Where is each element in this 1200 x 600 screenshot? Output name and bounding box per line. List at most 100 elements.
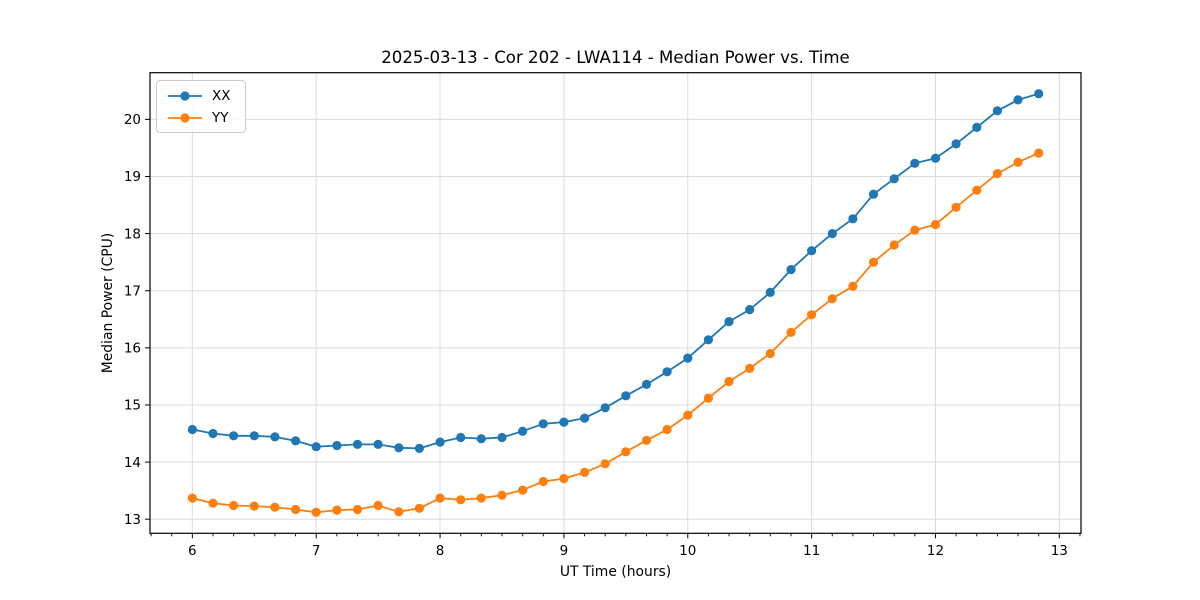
data-point-yy [724,376,734,387]
data-point-yy [889,240,899,250]
data-point-yy [1013,157,1023,167]
data-point-xx [745,305,755,315]
data-point-yy [600,459,610,469]
grid-layer [150,72,1081,534]
data-point-xx [229,431,239,441]
y-tick-label: 18 [124,226,141,242]
data-point-yy [311,507,321,517]
data-point-yy [394,507,404,517]
data-point-yy [807,310,817,320]
x-tick-label: 8 [436,543,445,559]
data-point-xx [807,246,817,256]
legend-label-yy: YY [212,109,229,126]
data-point-yy [497,490,507,500]
data-point-xx [972,122,982,132]
data-point-xx [786,265,796,275]
data-point-xx [683,353,693,363]
data-point-yy [580,467,590,477]
data-point-yy [249,501,259,511]
data-point-xx [641,379,652,389]
data-point-xx [414,443,424,453]
data-point-yy [208,498,218,508]
data-point-yy [703,393,714,403]
data-point-xx [476,434,486,444]
data-point-xx [848,214,858,224]
data-point-yy [992,169,1003,179]
legend-item-yy: YY [166,108,231,127]
data-point-xx [332,440,342,451]
data-point-yy [559,474,569,484]
data-point-yy [352,504,363,515]
data-point-xx [930,153,941,163]
legend-label-xx: XX [212,87,231,104]
data-point-xx [352,439,363,449]
data-point-xx [621,391,631,401]
data-point-yy [745,363,755,373]
series-yy-line [192,152,1040,514]
data-point-yy [827,294,837,304]
data-point-xx [889,174,899,184]
legend-item-xx: XX [166,86,231,105]
data-point-yy [1034,148,1044,158]
x-tick-label: 10 [679,543,696,559]
data-point-xx [311,442,321,452]
data-point-yy [930,219,941,230]
data-point-xx [291,436,301,446]
series-yy [187,148,1044,517]
data-point-xx [559,417,569,427]
data-point-xx [187,424,197,435]
tick-layer: 6 7 8 9 10 11 12 13 13 14 15 16 17 18 19 20 [124,112,1081,559]
data-point-xx [208,428,218,439]
data-point-yy [373,500,383,511]
data-point-xx [1034,89,1044,99]
data-point-yy [765,348,775,359]
legend-line-marker-yy-icon [168,112,202,123]
data-point-xx [373,439,383,449]
data-point-yy [910,225,920,235]
data-point-yy [538,476,548,487]
data-point-yy [848,281,858,291]
y-axis-label: Median Power (CPU) [100,233,116,373]
data-point-yy [786,327,796,337]
data-point-yy [332,505,342,515]
y-tick-label: 17 [124,283,141,299]
data-point-yy [414,503,424,513]
data-point-xx [580,413,590,423]
data-point-yy [518,485,528,495]
data-point-xx [827,229,837,239]
x-tick-label: 6 [188,543,197,559]
data-point-xx [662,367,672,377]
axes-spines [149,72,1082,534]
data-point-xx [518,426,528,436]
data-point-yy [187,493,197,503]
data-point-yy [868,257,879,267]
data-point-xx [951,139,961,149]
data-point-xx [270,432,280,442]
y-tick-label: 13 [124,512,141,528]
x-axis-label: UT Time (hours) [560,564,671,580]
plot-border [149,72,1082,534]
data-point-xx [538,419,548,429]
legend-line-marker-xx-icon [168,90,202,101]
data-point-yy [456,495,466,505]
series-xx [187,89,1044,453]
y-tick-label: 14 [124,455,141,471]
data-point-yy [476,493,486,503]
x-tick-label: 13 [1051,543,1068,559]
data-point-xx [249,431,259,441]
data-point-yy [972,185,982,195]
series-layer [187,89,1044,517]
data-point-xx [497,432,507,443]
data-point-yy [662,424,672,435]
y-tick-label: 20 [124,112,141,128]
data-point-yy [291,504,301,515]
chart-title: 2025-03-13 - Cor 202 - LWA114 - Median P… [381,48,850,67]
data-point-xx [456,432,466,443]
data-point-xx [992,106,1003,116]
x-tick-label: 9 [560,543,569,559]
data-point-yy [641,435,652,445]
y-tick-label: 19 [124,169,141,185]
data-point-yy [270,502,280,512]
